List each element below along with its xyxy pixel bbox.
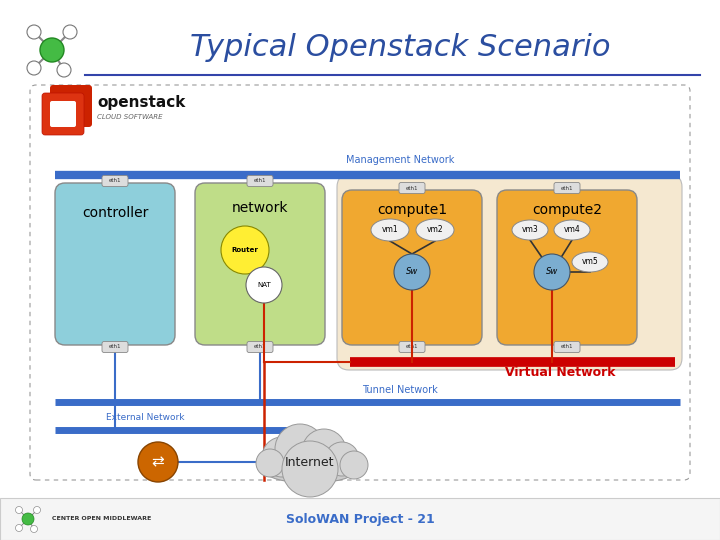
FancyBboxPatch shape (497, 190, 637, 345)
Circle shape (246, 267, 282, 303)
Ellipse shape (554, 220, 590, 240)
Text: vm1: vm1 (382, 226, 398, 234)
Text: compute1: compute1 (377, 203, 447, 217)
FancyBboxPatch shape (50, 101, 76, 127)
Circle shape (534, 254, 570, 290)
Circle shape (282, 441, 338, 497)
FancyBboxPatch shape (102, 341, 128, 353)
Text: vm4: vm4 (564, 226, 580, 234)
Circle shape (256, 449, 284, 477)
Text: eth1: eth1 (109, 179, 121, 184)
Text: Tunnel Network: Tunnel Network (362, 385, 438, 395)
FancyBboxPatch shape (247, 176, 273, 186)
Text: Sw: Sw (546, 267, 558, 276)
FancyBboxPatch shape (55, 183, 175, 345)
Circle shape (275, 424, 325, 474)
Text: eth1: eth1 (406, 345, 418, 349)
Text: ⇄: ⇄ (152, 455, 164, 469)
Ellipse shape (572, 252, 608, 272)
Circle shape (22, 513, 34, 525)
Circle shape (340, 451, 368, 479)
FancyBboxPatch shape (399, 341, 425, 353)
Text: network: network (232, 201, 288, 215)
Ellipse shape (265, 459, 355, 483)
Text: vm2: vm2 (427, 226, 444, 234)
Text: Sw: Sw (406, 267, 418, 276)
FancyBboxPatch shape (554, 341, 580, 353)
Text: Management Network: Management Network (346, 155, 454, 165)
FancyBboxPatch shape (399, 183, 425, 193)
FancyBboxPatch shape (30, 85, 690, 480)
Circle shape (63, 25, 77, 39)
Circle shape (302, 429, 346, 473)
Text: CLOUD SOFTWARE: CLOUD SOFTWARE (97, 114, 163, 120)
Text: eth1: eth1 (253, 345, 266, 349)
Circle shape (221, 226, 269, 274)
Text: SoloWAN Project - 21: SoloWAN Project - 21 (286, 512, 434, 525)
FancyBboxPatch shape (42, 93, 84, 135)
Circle shape (262, 437, 302, 477)
Ellipse shape (371, 219, 409, 241)
Text: CENTER OPEN MIDDLEWARE: CENTER OPEN MIDDLEWARE (52, 516, 151, 522)
Text: eth1: eth1 (561, 345, 573, 349)
FancyBboxPatch shape (342, 190, 482, 345)
Circle shape (138, 442, 178, 482)
Text: NAT: NAT (257, 282, 271, 288)
Text: compute2: compute2 (532, 203, 602, 217)
Text: openstack: openstack (97, 96, 185, 111)
Text: controller: controller (82, 206, 148, 220)
Circle shape (30, 525, 37, 532)
FancyBboxPatch shape (554, 183, 580, 193)
Circle shape (16, 507, 22, 514)
Circle shape (16, 524, 22, 531)
FancyBboxPatch shape (337, 175, 682, 370)
Text: vm3: vm3 (521, 226, 539, 234)
FancyBboxPatch shape (102, 176, 128, 186)
FancyBboxPatch shape (247, 341, 273, 353)
Circle shape (27, 25, 41, 39)
Circle shape (57, 63, 71, 77)
Text: eth1: eth1 (561, 186, 573, 191)
Ellipse shape (416, 219, 454, 241)
Text: eth1: eth1 (406, 186, 418, 191)
Text: eth1: eth1 (109, 345, 121, 349)
Ellipse shape (512, 220, 548, 240)
Bar (0, 498, 720, 540)
Text: Router: Router (232, 247, 258, 253)
Text: vm5: vm5 (582, 258, 598, 267)
Circle shape (40, 38, 64, 62)
Circle shape (34, 507, 40, 514)
Circle shape (394, 254, 430, 290)
Circle shape (325, 442, 359, 476)
Text: External Network: External Network (106, 414, 184, 422)
FancyBboxPatch shape (50, 85, 92, 127)
FancyBboxPatch shape (195, 183, 325, 345)
Text: Virtual Network: Virtual Network (505, 366, 616, 379)
Text: Typical Openstack Scenario: Typical Openstack Scenario (190, 33, 611, 63)
Circle shape (27, 61, 41, 75)
Text: eth1: eth1 (253, 179, 266, 184)
Text: Internet: Internet (285, 456, 335, 469)
